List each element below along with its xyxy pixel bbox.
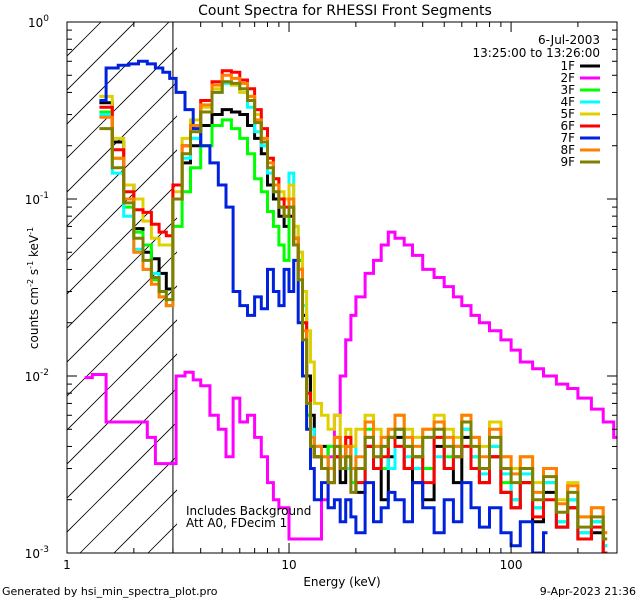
note-attenuator: Att A0, FDecim 1	[186, 516, 287, 530]
time-range-label: 13:25:00 to 13:26:00	[473, 46, 600, 60]
footer-timestamp: 9-Apr-2023 21:36	[540, 585, 636, 598]
hatch-line	[67, 183, 177, 295]
series-6f	[99, 69, 608, 553]
note-background: Includes Background	[186, 504, 311, 518]
legend-label-8f: 8F	[560, 143, 575, 157]
chart-title: Count Spectra for RHESSI Front Segments	[198, 3, 492, 19]
y-tick-label: 10-3	[25, 545, 49, 561]
date-label: 6-Jul-2003	[538, 33, 600, 47]
legend-label-1f: 1F	[560, 59, 575, 73]
x-tick-label: 1	[63, 558, 71, 572]
hatch-line	[67, 47, 177, 159]
series-8f	[99, 73, 608, 535]
legend-label-2f: 2F	[560, 71, 575, 85]
hatch-line	[67, 81, 177, 193]
axis-ticks	[66, 21, 618, 554]
hatch-line	[67, 22, 170, 125]
series-2f	[84, 230, 617, 541]
y-tick-label: 10-2	[25, 368, 49, 384]
series-5f	[99, 80, 608, 535]
hatch-line	[67, 149, 177, 261]
legend-label-7f: 7F	[560, 131, 575, 145]
hatch-line	[67, 319, 177, 431]
x-axis-label: Energy (keV)	[303, 575, 380, 589]
y-tick-label: 10-1	[25, 191, 49, 207]
x-tick-labels: 1 10 100	[63, 558, 522, 572]
series-7f	[99, 59, 548, 553]
legend-label-3f: 3F	[560, 83, 575, 97]
legend-label-6f: 6F	[560, 119, 575, 133]
hatch-line	[67, 421, 177, 533]
series-1f	[99, 101, 608, 553]
hatch-line	[67, 251, 177, 363]
hatch-line	[67, 217, 177, 329]
legend-label-9f: 9F	[560, 155, 575, 169]
legend-label-4f: 4F	[560, 95, 575, 109]
x-tick-label: 100	[500, 558, 523, 572]
y-tick-label: 100	[28, 14, 49, 30]
legend-label-5f: 5F	[560, 107, 575, 121]
series-layer	[84, 59, 617, 553]
plot-frame	[66, 21, 618, 554]
hatch-line	[67, 387, 177, 499]
series-3f	[99, 110, 608, 548]
footer-generated-by: Generated by hsi_min_spectra_plot.pro	[2, 585, 218, 598]
x-tick-label: 10	[281, 558, 296, 572]
hatch-line	[67, 285, 177, 397]
y-axis-label: counts cm-2 s-1 keV-1	[26, 227, 41, 349]
y-tick-labels: 100 10-1 10-2 10-3	[25, 14, 50, 561]
series-9f	[99, 80, 608, 541]
hatch-line	[67, 22, 102, 57]
